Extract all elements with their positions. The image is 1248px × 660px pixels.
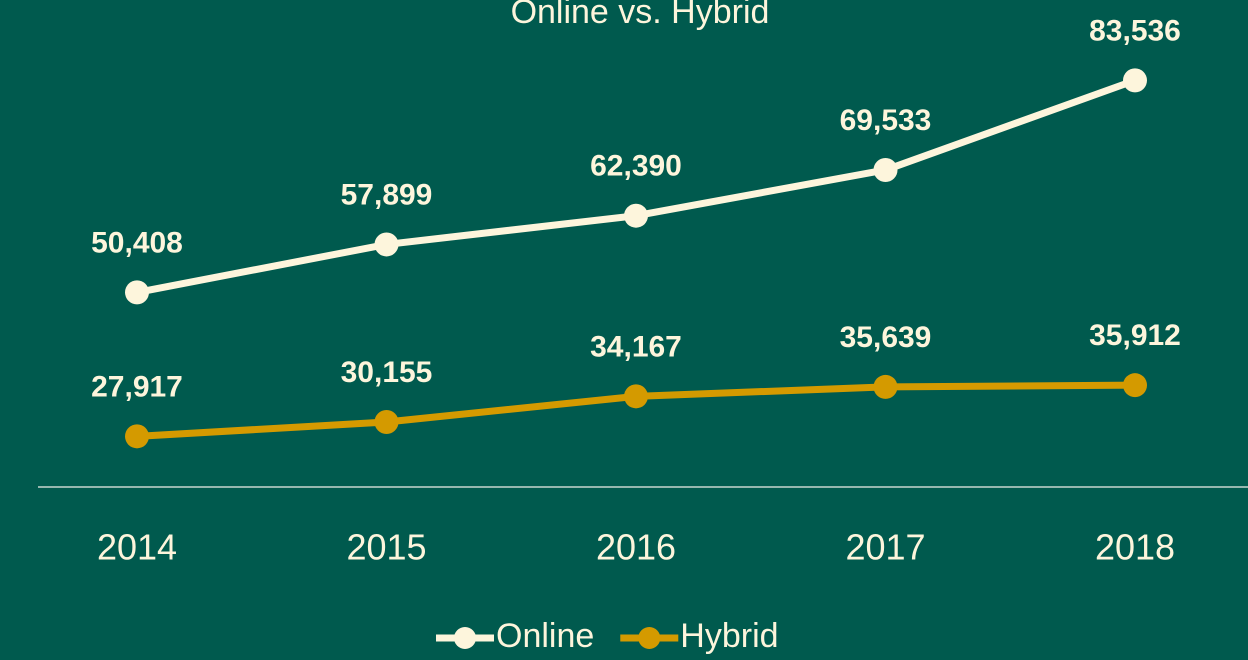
chart-title: Online vs. Hybrid — [511, 0, 770, 31]
data-label: 35,912 — [1089, 319, 1181, 352]
data-label: 57,899 — [341, 178, 433, 211]
data-label: 50,408 — [91, 226, 183, 259]
data-label: 30,155 — [341, 356, 433, 389]
data-label: 62,390 — [590, 150, 682, 183]
data-label: 69,533 — [840, 104, 932, 137]
x-tick-label: 2018 — [1095, 527, 1175, 568]
legend-marker — [454, 627, 476, 649]
data-label: 83,536 — [1089, 14, 1181, 47]
legend-label: Hybrid — [680, 617, 778, 655]
data-point — [873, 374, 898, 399]
data-label: 35,639 — [840, 321, 932, 354]
x-tick-label: 2017 — [845, 527, 925, 568]
data-point — [125, 424, 149, 449]
data-point — [624, 203, 648, 228]
legend-marker — [638, 627, 661, 649]
data-label: 34,167 — [590, 330, 682, 363]
x-tick-label: 2016 — [596, 527, 676, 568]
data-label: 27,917 — [91, 370, 183, 403]
data-point — [624, 384, 648, 409]
data-point — [1123, 68, 1147, 93]
data-point — [1123, 373, 1147, 398]
legend: Online Hybrid — [436, 617, 779, 655]
data-point — [873, 157, 898, 182]
x-tick-label: 2014 — [97, 527, 177, 568]
data-point — [125, 280, 149, 305]
legend-label: Online — [496, 617, 594, 655]
data-point — [374, 232, 399, 257]
x-tick-label: 2015 — [346, 527, 426, 568]
data-point — [374, 410, 399, 435]
